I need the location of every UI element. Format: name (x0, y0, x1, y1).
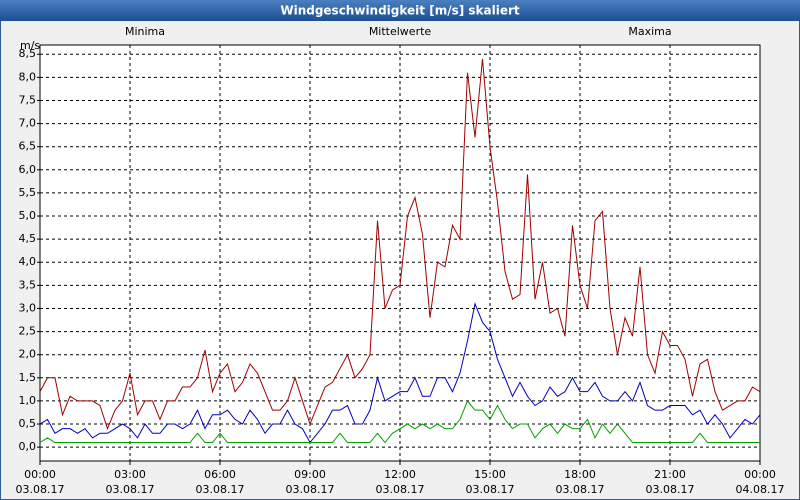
y-tick-label: 7,0 (19, 117, 37, 130)
y-tick-label: 8,5 (19, 47, 37, 60)
series-line (39, 399, 760, 444)
series-line (39, 58, 761, 431)
x-tick-date: 03.08.17 (646, 483, 695, 496)
x-tick-date: 03.08.17 (556, 483, 605, 496)
y-tick-label: 7,5 (19, 93, 37, 106)
series-line (39, 302, 761, 444)
x-tick-label: 09:00 (294, 468, 326, 481)
x-tick-label: 00:00 (24, 468, 56, 481)
x-tick-label: 12:00 (384, 468, 416, 481)
y-tick-label: 4,0 (19, 255, 37, 268)
y-tick-label: 5,0 (19, 209, 37, 222)
y-tick-label: 3,0 (19, 301, 37, 314)
x-tick-label: 18:00 (564, 468, 596, 481)
y-tick-label: 8,0 (19, 70, 37, 83)
y-tick-label: 3,5 (19, 278, 37, 291)
x-tick-date: 03.08.17 (16, 483, 65, 496)
legend-label: Minima (125, 25, 165, 38)
chart-title: Windgeschwindigkeit [m/s] skaliert (280, 4, 520, 18)
y-tick-label: 6,0 (19, 163, 37, 176)
x-tick-label: 21:00 (654, 468, 686, 481)
x-tick-date: 03.08.17 (196, 483, 245, 496)
x-tick-date: 03.08.17 (376, 483, 425, 496)
y-tick-label: 1,5 (19, 371, 37, 384)
x-tick-date: 03.08.17 (466, 483, 515, 496)
x-tick-label: 06:00 (204, 468, 236, 481)
x-tick-date: 04.08.17 (736, 483, 785, 496)
title-bar (0, 0, 800, 21)
x-tick-date: 03.08.17 (286, 483, 335, 496)
x-tick-label: 00:00 (744, 468, 776, 481)
legend-label: Mittelwerte (369, 25, 432, 38)
y-tick-label: 2,0 (19, 348, 37, 361)
y-tick-label: 1,0 (19, 394, 37, 407)
y-axis-label: m/s (20, 39, 40, 52)
legend-label: Maxima (628, 25, 671, 38)
y-tick-label: 0,5 (19, 417, 37, 430)
y-tick-label: 6,5 (19, 140, 37, 153)
y-tick-label: 2,5 (19, 325, 37, 338)
x-tick-label: 15:00 (474, 468, 506, 481)
x-tick-date: 03.08.17 (106, 483, 155, 496)
y-tick-label: 0,0 (19, 440, 37, 453)
y-tick-label: 4,5 (19, 232, 37, 245)
y-tick-label: 5,5 (19, 186, 37, 199)
x-tick-label: 03:00 (114, 468, 146, 481)
